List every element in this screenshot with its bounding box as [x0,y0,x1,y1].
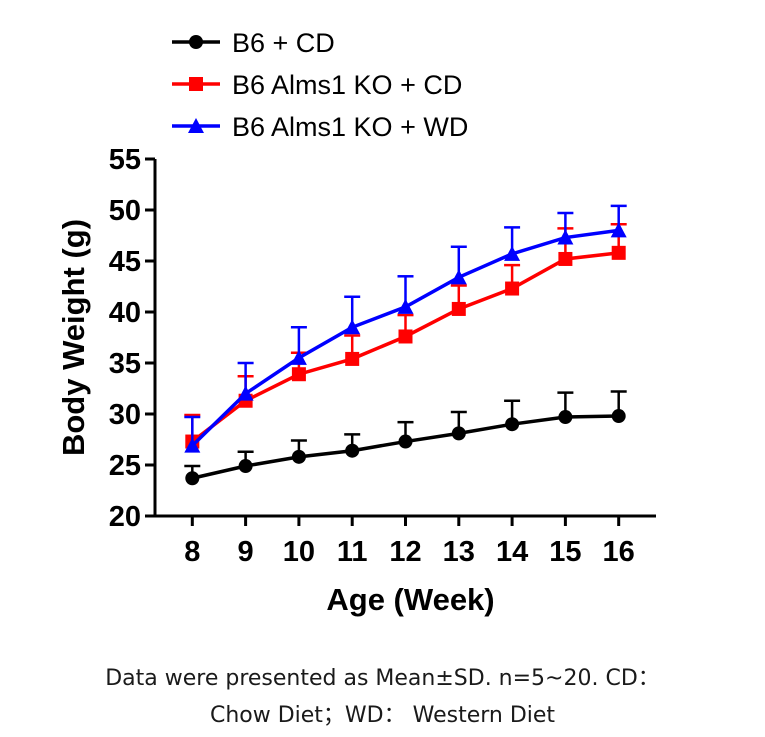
data-point [345,351,360,366]
legend-marker [188,118,204,133]
data-point [184,437,201,453]
data-point [558,410,573,425]
data-point [291,449,306,464]
data-point [451,426,466,441]
x-tick-label: 14 [496,536,528,568]
legend-marker [189,77,203,91]
legend-marker [189,35,203,49]
y-tick-label: 25 [109,450,141,482]
data-point [290,349,307,365]
data-point [237,385,254,401]
data-point [505,281,520,296]
data-point [451,301,466,316]
legend-label: B6 + CD [232,28,335,58]
data-point [398,329,413,344]
data-point [344,319,361,335]
data-point [611,409,626,424]
y-tick-label: 35 [109,348,141,380]
data-point [398,434,413,449]
data-point [557,229,574,245]
y-tick-label: 55 [109,144,141,176]
y-tick-label: 40 [109,297,141,329]
y-axis-title: Body Weight (g) [56,219,91,456]
data-point [397,298,414,314]
legend: B6 + CD B6 Alms1 KO + CD B6 Alms1 KO + WD [172,28,468,142]
data-point [345,443,360,458]
y-tick-label: 30 [109,399,141,431]
data-point [504,245,521,261]
x-tick-label: 12 [389,536,421,568]
data-point [558,251,573,266]
data-point [505,417,520,432]
legend-label: B6 Alms1 KO + WD [232,112,468,142]
caption-line-2: Chow Diet；WD： Western Diet [209,703,556,728]
x-tick-label: 10 [283,536,315,568]
data-point [611,245,626,260]
x-tick-label: 16 [603,536,635,568]
series-1 [184,390,627,486]
y-tick-label: 20 [109,501,141,533]
data-point [610,222,627,238]
data-point [450,269,467,285]
x-tick-label: 11 [337,536,368,568]
body-weight-chart: 20 25 30 35 40 45 50 55 8 9 10 11 12 13 14 15 16 Age (Wee… [56,28,656,617]
x-tick-label: 8 [184,536,200,568]
y-tick-label: 50 [109,195,141,227]
caption-line-1: Data were presented as Mean±SD. n=5~20. … [105,666,660,691]
data-point [291,367,306,382]
x-tick-label: 9 [238,536,254,568]
series-3 [184,204,627,453]
y-tick-label: 45 [109,246,141,278]
x-axis-title: Age (Week) [326,582,494,617]
x-tick-label: 13 [443,536,475,568]
data-point [238,459,253,474]
legend-label: B6 Alms1 KO + CD [232,70,462,100]
x-tick-label: 15 [549,536,581,568]
data-point [185,471,200,486]
